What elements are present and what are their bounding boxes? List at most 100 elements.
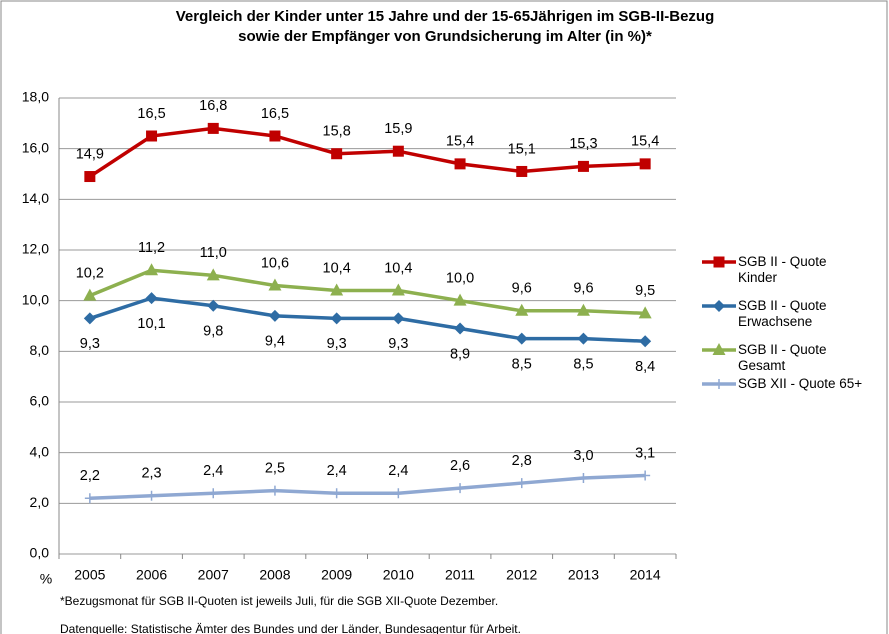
data-label: 10,1 [137,316,165,332]
legend-label: SGB II - Quote Erwachsene [738,298,827,329]
marker [639,335,652,348]
data-label: 9,5 [635,283,655,299]
data-label: 2,6 [450,458,470,474]
data-label: 16,8 [199,98,227,114]
x-tick-label: 2008 [259,567,290,583]
marker [207,299,220,312]
marker [84,171,96,183]
data-label: 2,4 [327,463,347,479]
data-label: 10,4 [384,260,412,276]
data-label: 8,4 [635,359,655,375]
data-label: 2,5 [265,460,285,476]
series-line [89,296,646,343]
x-tick-label: 2010 [383,567,414,583]
y-tick-label: 4,0 [30,443,50,459]
data-label: 2,3 [141,466,161,482]
x-tick-label: 2011 [445,567,475,583]
marker [454,322,467,335]
data-label: 8,5 [573,356,593,372]
marker [454,158,466,170]
marker [640,470,651,481]
data-label: 15,4 [631,134,659,150]
marker [516,478,527,489]
marker [331,488,342,499]
data-label: 9,3 [80,336,100,352]
data-label: 9,3 [327,336,347,352]
y-tick-label: 12,0 [22,241,49,257]
x-tick-label: 2006 [136,567,167,583]
data-label: 16,5 [261,106,289,122]
data-label: 10,2 [76,265,104,281]
data-label: 10,0 [446,270,474,286]
legend-label: SGB II - Quote Kinder [738,254,827,285]
data-label: 9,3 [388,336,408,352]
data-label: 14,9 [76,146,104,162]
marker [83,288,97,301]
marker [393,488,404,499]
marker [145,292,158,305]
marker [208,488,219,499]
marker [392,145,404,157]
data-label: 9,4 [265,334,285,350]
y-tick-label: 0,0 [30,545,50,561]
x-tick-label: 2012 [506,567,537,583]
marker [269,485,280,496]
marker [268,278,282,291]
y-tick-label: 18,0 [22,89,49,105]
legend-label: SGB XII - Quote 65+ [738,376,863,391]
x-tick-label: 2005 [74,567,105,583]
marker [577,160,589,172]
marker [515,303,529,316]
marker [576,303,590,316]
marker [639,158,651,170]
data-label: 10,6 [261,255,289,271]
data-label: 3,1 [635,445,655,461]
data-label: 15,4 [446,134,474,150]
marker [268,309,281,322]
data-label: 9,6 [512,281,532,297]
x-tick-label: 2007 [198,567,229,583]
y-tick-label: 8,0 [30,342,50,358]
data-label: 9,8 [203,324,223,340]
data-label: 2,4 [203,463,223,479]
y-axis-label: % [40,571,52,587]
x-tick-label: 2014 [630,567,661,583]
data-label: 8,5 [512,356,532,372]
data-label: 11,0 [200,245,227,261]
footnote: *Bezugsmonat für SGB II-Quoten ist jewei… [60,594,498,608]
y-tick-label: 14,0 [22,190,49,206]
marker [330,312,343,325]
x-tick-label: 2009 [321,567,352,583]
marker [713,256,725,268]
marker [146,490,157,501]
marker [392,312,405,325]
marker [145,263,159,276]
marker [331,148,343,160]
chart-title: Vergleich der Kinder unter 15 Jahre und … [176,8,714,25]
marker [330,283,344,296]
marker [713,300,725,312]
marker [269,130,281,142]
y-tick-label: 10,0 [22,291,49,307]
chart-title: sowie der Empfänger von Grundsicherung i… [238,28,652,45]
marker [391,283,405,296]
series-line [89,268,646,316]
y-tick-label: 16,0 [22,139,49,155]
marker [453,293,467,306]
marker [578,473,589,483]
marker [455,483,466,494]
data-label: 2,2 [80,468,100,484]
marker [712,343,726,355]
y-tick-label: 2,0 [30,494,50,510]
marker [83,312,96,325]
marker [516,165,528,177]
marker [206,268,220,281]
y-tick-label: 6,0 [30,393,50,409]
marker [577,332,590,345]
data-label: 16,5 [137,106,165,122]
data-label: 9,6 [573,281,593,297]
marker [84,493,95,504]
